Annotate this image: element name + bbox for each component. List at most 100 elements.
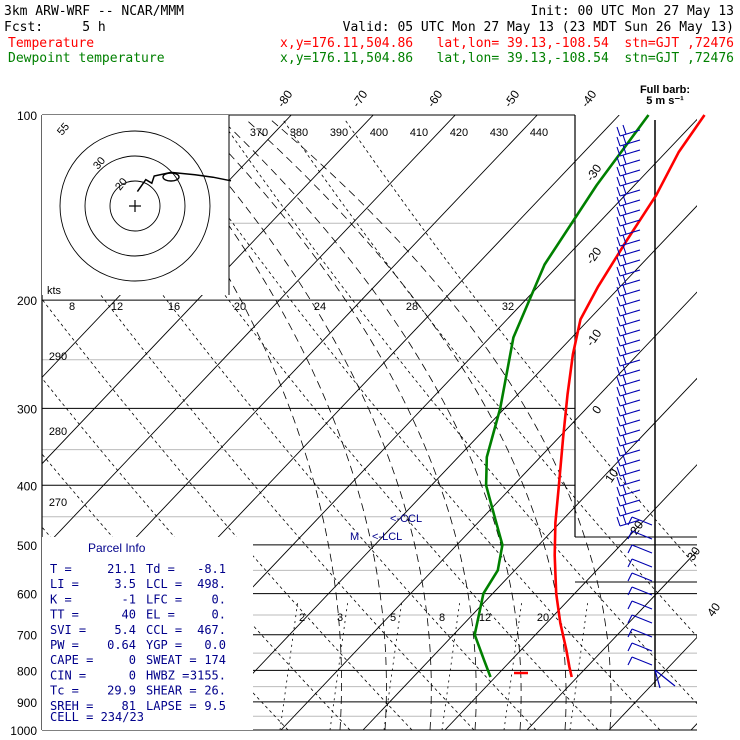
parcel-key-left: TT = (50, 608, 79, 622)
isotherm-label--60: -60 (424, 87, 446, 110)
dry-adiabat (42, 215, 475, 730)
parcel-key-right: EL = (146, 608, 175, 622)
pressure-label-100: 100 (17, 109, 37, 123)
valid-time: Valid: 05 UTC Mon 27 May 13 (23 MDT Sun … (343, 20, 734, 35)
wind-barb (616, 434, 641, 447)
parcel-key-right: SWEAT = (146, 653, 197, 667)
wind-barb (627, 516, 653, 526)
theta-label-370: 370 (250, 127, 268, 139)
parcel-key-right: LFC = (146, 592, 182, 606)
dry-adiabat (96, 119, 599, 730)
isotherm-label--10: -10 (583, 326, 605, 349)
isotherm--10 (280, 291, 697, 730)
parcel-key-left: SREH = (50, 699, 93, 713)
isotherm-0 (362, 377, 697, 730)
dry-adiabat (42, 377, 351, 730)
wind-barb (616, 514, 641, 527)
dewpoint-legend-info: x,y=176.11,504.86 lat,lon= 39.13,-108.54… (280, 51, 734, 66)
parcel-key-right: Td = (146, 562, 175, 576)
theta-label-270: 270 (49, 497, 67, 509)
theta-label-420: 420 (450, 127, 468, 139)
parcel-value-right: 3155. (190, 668, 226, 682)
wind-barb (616, 254, 641, 267)
parcel-row: SVI = 5.4 CCL = 467. (50, 623, 226, 637)
theta-label-290: 290 (49, 351, 67, 363)
pressure-label-500: 500 (17, 539, 37, 553)
parcel-key-left: LI = (50, 577, 79, 591)
parcel-title: Parcel Info (88, 541, 146, 555)
parcel-row: Tc = 29.9 SHEAR = 26. (50, 684, 226, 698)
wind-barb (627, 572, 653, 582)
wind-barb (616, 364, 641, 377)
parcel-key-left: K = (50, 592, 72, 606)
parcel-value-left: 0 (129, 653, 136, 667)
mixing-ratio-line (383, 599, 403, 731)
wind-barb (616, 304, 641, 317)
pressure-label-1000: 1000 (10, 724, 37, 738)
parcel-key-right: SHEAR = (146, 684, 197, 698)
isotherm-label--70: -70 (349, 87, 371, 110)
parcel-value-left: 5.4 (114, 623, 136, 637)
parcel-value-left: 40 (122, 608, 136, 622)
wind-barb (616, 184, 641, 197)
pressure-label-800: 800 (17, 664, 37, 678)
parcel-key-right: LAPSE = (146, 699, 197, 713)
wind-barb (627, 530, 653, 540)
isotherm-30 (608, 636, 697, 730)
parcel-value-left: 0 (129, 668, 136, 682)
dry-adiabat (344, 119, 697, 568)
parcel-value-right: 0. (212, 608, 226, 622)
parcel-value-right: 0.0 (204, 638, 226, 652)
header: 3km ARW-WRF -- NCAR/MMM Init: 00 UTC Mon… (4, 4, 734, 66)
parcel-value-left: 0.64 (107, 638, 136, 652)
moist-adiabat (172, 119, 432, 730)
wind-barb (616, 124, 641, 137)
wind-barb (616, 204, 641, 217)
parcel-value-left: 29.9 (107, 684, 136, 698)
wind-barb (616, 334, 641, 347)
wind-barb (616, 324, 641, 337)
parcel-value-right: 467. (197, 623, 226, 637)
hodograph-trace (136, 171, 232, 193)
isotherm-label--80: -80 (274, 87, 296, 110)
dry-adiabat (282, 119, 697, 638)
parcel-key-right: CCL = (146, 623, 182, 637)
dry-adiabat (42, 298, 413, 730)
wind-barbs (616, 124, 676, 689)
barb-legend-units: 5 m s⁻¹ (646, 95, 684, 107)
parcel-key-left: Tc = (50, 684, 79, 698)
isotherm-40 (690, 723, 697, 730)
parcel-info-panel: Parcel Info T = 21.1 Td = -8.1 LI = 3.5 LCL = 4… (42, 537, 253, 730)
parcel-value-right: 26. (204, 684, 226, 698)
barb-legend: Full barb: 5 m s⁻¹ (640, 84, 690, 107)
mixing-ratio-label-3: 3 (337, 612, 343, 624)
mixing-ratio-line (329, 599, 349, 731)
moist-adiabat (221, 119, 522, 730)
wind-barb (616, 374, 641, 387)
theta-label-380: 380 (290, 127, 308, 139)
parcel-row: T = 21.1 Td = -8.1 (50, 562, 226, 576)
theta-label-280: 280 (49, 426, 67, 438)
parcel-key-left: CIN = (50, 668, 86, 682)
hodo-ring (59, 130, 211, 282)
mixing-ratio-line (503, 599, 523, 731)
pressure-label-200: 200 (17, 294, 37, 308)
parcel-row: CIN = 0 HWBZ = 3155. (50, 668, 226, 682)
dry-adiabat (42, 129, 537, 730)
pressure-label-900: 900 (17, 696, 37, 710)
hodo-speed-label-12: 12 (111, 301, 123, 313)
isotherm-label--50: -50 (501, 87, 523, 110)
parcel-value-left: -1 (122, 592, 136, 606)
annotation-2: <-LCL (372, 531, 402, 543)
hodo-ring (109, 180, 161, 232)
wind-barb (627, 614, 653, 624)
wind-barb (616, 394, 641, 407)
wind-barb (627, 628, 653, 638)
moist-adiabat (197, 119, 477, 730)
isotherm-label-0: 0 (589, 403, 604, 417)
temperature-profile (553, 114, 706, 678)
mixing-ratio-line (441, 599, 461, 731)
wind-barb (616, 454, 641, 467)
